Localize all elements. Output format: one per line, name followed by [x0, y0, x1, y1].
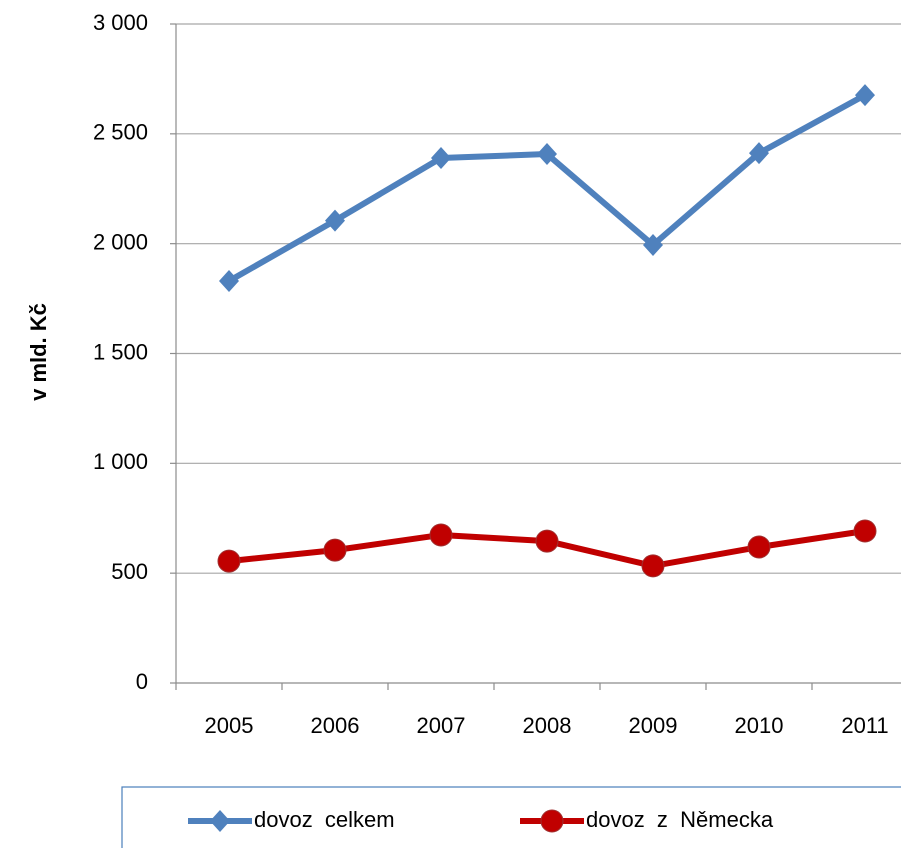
marker [210, 810, 230, 832]
marker [219, 270, 239, 293]
marker [323, 538, 347, 562]
y-tick-label: 2 000 [93, 229, 148, 254]
marker [431, 146, 451, 169]
x-tick-label: 2008 [523, 713, 572, 738]
marker [217, 549, 241, 573]
marker [535, 529, 559, 553]
marker [537, 143, 557, 166]
x-tick-label: 2011 [841, 713, 888, 738]
y-tick-label: 500 [111, 559, 148, 584]
legend-box [121, 786, 901, 848]
marker [855, 84, 875, 107]
x-tick-label: 2006 [311, 713, 360, 738]
marker [747, 535, 771, 559]
series-line [227, 92, 867, 284]
y-tick-label: 3 000 [93, 10, 148, 35]
x-tick-label: 2005 [205, 713, 254, 738]
legend-label: dovoz celkem [254, 807, 395, 832]
marker [749, 142, 769, 165]
marker [853, 519, 877, 543]
x-tick-label: 2009 [629, 713, 678, 738]
x-tick-label: 2007 [417, 713, 466, 738]
y-tick-label: 2 500 [93, 120, 148, 145]
marker [641, 554, 665, 578]
y-tick-label: 0 [136, 669, 148, 694]
marker [325, 209, 345, 232]
marker [540, 809, 564, 833]
y-tick-label: 1 000 [93, 449, 148, 474]
legend-label: dovoz z Německa [586, 807, 774, 832]
x-tick-label: 2010 [735, 713, 784, 738]
marker [429, 523, 453, 547]
y-axis-label: v mld. Kč [26, 303, 51, 401]
marker [643, 233, 663, 256]
y-tick-label: 1 500 [93, 339, 148, 364]
